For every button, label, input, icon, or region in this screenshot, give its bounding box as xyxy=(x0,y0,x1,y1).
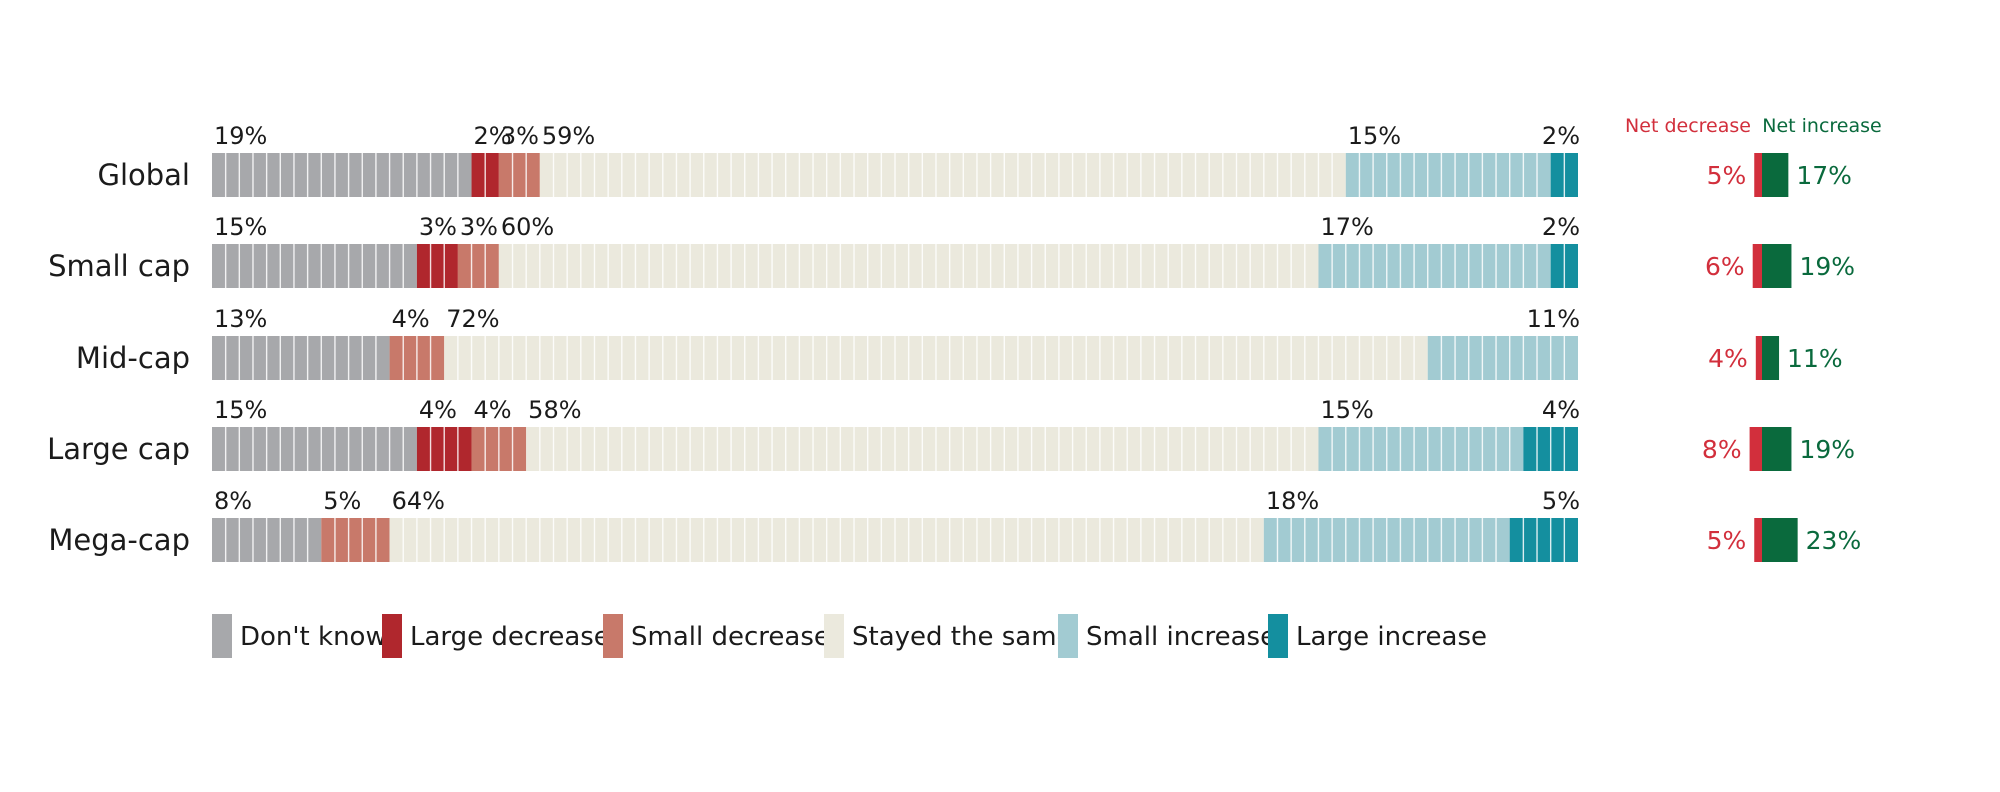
segment-value-label: 58% xyxy=(528,396,581,424)
net-increase-label: 19% xyxy=(1799,252,1855,281)
segment-value-label: 15% xyxy=(214,396,267,424)
segment-value-label: 2% xyxy=(1542,122,1580,150)
segment-value-label: 3% xyxy=(419,213,457,241)
bar-segment xyxy=(212,336,390,380)
net-increase-label: 17% xyxy=(1796,161,1852,190)
category-label: Global xyxy=(97,158,190,192)
bar-segment xyxy=(212,427,417,471)
segment-value-label: 19% xyxy=(214,122,267,150)
bar-segment xyxy=(1318,427,1524,471)
net-increase-bar xyxy=(1762,427,1792,471)
segment-value-label: 15% xyxy=(1320,396,1373,424)
net-increase-header: Net increase xyxy=(1762,115,1881,137)
segment-value-label: 4% xyxy=(474,396,512,424)
legend-swatch xyxy=(382,614,402,658)
bar-segment xyxy=(416,244,458,288)
net-increase-bar xyxy=(1762,518,1798,562)
category-label: Mid-cap xyxy=(76,341,190,375)
segment-value-label: 3% xyxy=(460,213,498,241)
bar-segment xyxy=(498,153,540,197)
segment-value-label: 59% xyxy=(542,122,595,150)
segment-value-label: 5% xyxy=(323,487,361,515)
segment-value-label: 2% xyxy=(1542,213,1580,241)
bar-segment xyxy=(1509,518,1578,562)
bar-segment xyxy=(212,244,417,288)
legend-label: Don't know xyxy=(240,622,387,652)
net-decrease-label: 8% xyxy=(1702,435,1742,464)
segment-value-label: 8% xyxy=(214,487,252,515)
segment-value-label: 64% xyxy=(392,487,445,515)
bar-segment xyxy=(539,153,1346,197)
net-increase-label: 11% xyxy=(1787,344,1843,373)
net-decrease-bar xyxy=(1754,518,1762,562)
legend-swatch xyxy=(1058,614,1078,658)
segment-value-label: 4% xyxy=(1542,396,1580,424)
segment-value-label: 11% xyxy=(1527,305,1580,333)
segment-value-label: 3% xyxy=(501,122,539,150)
category-label: Large cap xyxy=(47,432,190,466)
net-decrease-header: Net decrease xyxy=(1625,115,1751,137)
net-increase-bar xyxy=(1762,153,1789,197)
net-decrease-bar xyxy=(1749,427,1762,471)
bar-segment xyxy=(1318,244,1551,288)
legend-swatch xyxy=(1268,614,1288,658)
legend-label: Large increase xyxy=(1296,622,1487,652)
net-decrease-bar xyxy=(1752,244,1762,288)
net-increase-label: 23% xyxy=(1806,526,1862,555)
net-increase-bar xyxy=(1762,336,1780,380)
segment-value-label: 13% xyxy=(214,305,267,333)
net-decrease-label: 6% xyxy=(1705,252,1745,281)
category-label: Small cap xyxy=(48,249,190,283)
legend-swatch xyxy=(603,614,623,658)
legend-label: Stayed the same xyxy=(852,622,1073,652)
bar-segment xyxy=(212,153,472,197)
legend-swatch xyxy=(212,614,232,658)
net-increase-bar xyxy=(1762,244,1792,288)
segment-value-label: 60% xyxy=(501,213,554,241)
legend-label: Small increase xyxy=(1086,622,1276,652)
segment-value-label: 5% xyxy=(1542,487,1580,515)
net-decrease-label: 5% xyxy=(1707,526,1747,555)
segment-value-label: 17% xyxy=(1320,213,1373,241)
segment-value-label: 4% xyxy=(419,396,457,424)
segment-value-label: 4% xyxy=(392,305,430,333)
segment-value-label: 18% xyxy=(1266,487,1319,515)
bar-segment xyxy=(1427,336,1578,380)
net-decrease-label: 5% xyxy=(1707,161,1747,190)
segment-value-label: 2% xyxy=(474,122,512,150)
legend-swatch xyxy=(824,614,844,658)
segment-value-label: 72% xyxy=(446,305,499,333)
net-decrease-bar xyxy=(1754,153,1762,197)
bar-segment xyxy=(457,244,499,288)
legend-label: Small decrease xyxy=(631,622,830,652)
segment-value-label: 15% xyxy=(1348,122,1401,150)
net-decrease-label: 4% xyxy=(1708,344,1748,373)
bar-segment xyxy=(321,518,390,562)
bar-segment xyxy=(1345,153,1551,197)
legend-label: Large decrease xyxy=(410,622,610,652)
net-decrease-bar xyxy=(1755,336,1762,380)
net-increase-label: 19% xyxy=(1799,435,1855,464)
category-label: Mega-cap xyxy=(48,523,190,557)
segment-value-label: 15% xyxy=(214,213,267,241)
